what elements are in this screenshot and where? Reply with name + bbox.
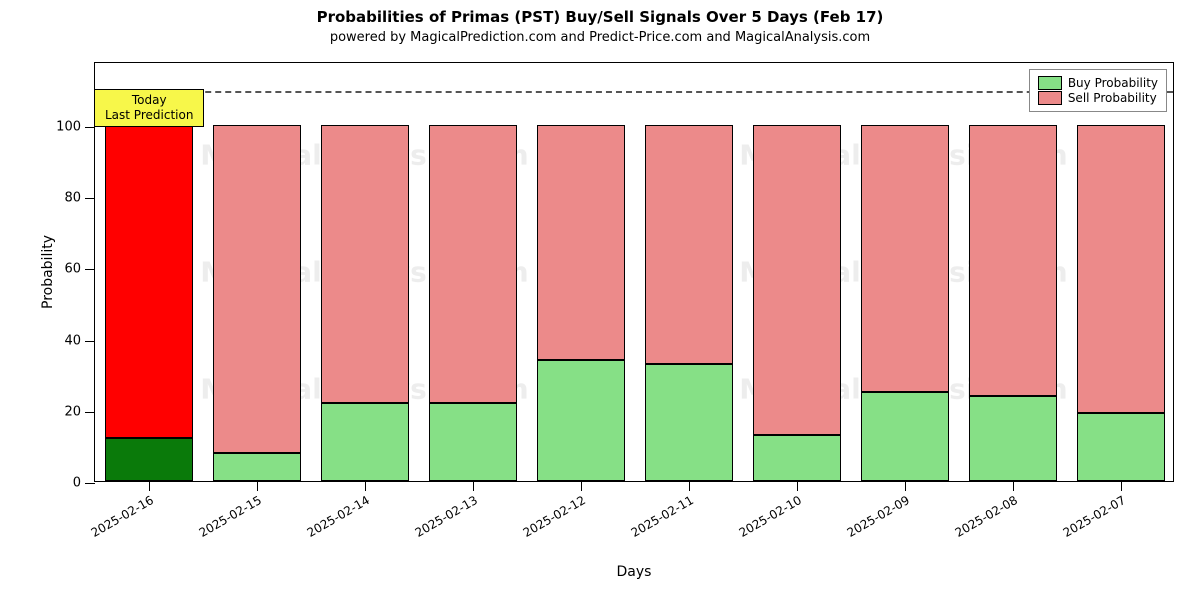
y-tick-label: 80: [64, 191, 81, 206]
x-tick: [1013, 481, 1014, 491]
x-axis-label: Days: [617, 564, 652, 580]
buy-bar-segment: [213, 453, 302, 481]
legend-label: Sell Probability: [1068, 91, 1157, 105]
chart-subtitle: powered by MagicalPrediction.com and Pre…: [10, 30, 1190, 45]
sell-bar-segment: [969, 125, 1058, 396]
x-tick: [797, 481, 798, 491]
x-tick: [473, 481, 474, 491]
sell-bar-segment: [105, 125, 194, 438]
x-tick: [689, 481, 690, 491]
sell-bar-segment: [537, 125, 626, 360]
chart-title: Probabilities of Primas (PST) Buy/Sell S…: [10, 8, 1190, 26]
legend-item: Buy Probability: [1038, 76, 1158, 90]
x-tick-label: 2025-02-07: [1061, 493, 1128, 540]
y-tick: [85, 341, 95, 342]
today-annotation: TodayLast Prediction: [94, 89, 204, 127]
y-tick-label: 100: [56, 120, 81, 135]
bar-group: [753, 125, 842, 481]
sell-bar-segment: [1077, 125, 1166, 413]
y-tick: [85, 269, 95, 270]
legend-item: Sell Probability: [1038, 91, 1158, 105]
y-tick-label: 0: [73, 476, 81, 491]
x-tick-label: 2025-02-08: [953, 493, 1020, 540]
y-tick-label: 60: [64, 262, 81, 277]
x-tick-label: 2025-02-12: [521, 493, 588, 540]
legend-swatch: [1038, 76, 1062, 90]
buy-bar-segment: [645, 364, 734, 481]
buy-bar-segment: [105, 438, 194, 481]
today-annotation-line2: Last Prediction: [105, 108, 193, 123]
x-tick-label: 2025-02-13: [413, 493, 480, 540]
legend-swatch: [1038, 91, 1062, 105]
sell-bar-segment: [753, 125, 842, 435]
y-tick: [85, 412, 95, 413]
sell-bar-segment: [429, 125, 518, 403]
x-tick: [257, 481, 258, 491]
bar-group: [321, 125, 410, 481]
bar-group: [969, 125, 1058, 481]
sell-bar-segment: [321, 125, 410, 403]
bar-group: [105, 125, 194, 481]
bar-group: [645, 125, 734, 481]
x-tick: [1121, 481, 1122, 491]
legend: Buy ProbabilitySell Probability: [1029, 69, 1167, 112]
sell-bar-segment: [861, 125, 950, 392]
buy-bar-segment: [753, 435, 842, 481]
x-tick-label: 2025-02-16: [89, 493, 156, 540]
plot-area: MagicalAnalysis.comMagicalAnalysis.comMa…: [94, 62, 1174, 482]
buy-bar-segment: [861, 392, 950, 481]
sell-bar-segment: [645, 125, 734, 363]
x-tick: [149, 481, 150, 491]
x-tick: [905, 481, 906, 491]
buy-bar-segment: [321, 403, 410, 481]
buy-bar-segment: [429, 403, 518, 481]
bar-group: [429, 125, 518, 481]
today-annotation-line1: Today: [105, 93, 193, 108]
y-tick-label: 20: [64, 404, 81, 419]
bar-group: [537, 125, 626, 481]
x-tick-label: 2025-02-14: [305, 493, 372, 540]
x-tick-label: 2025-02-15: [197, 493, 264, 540]
bar-group: [861, 125, 950, 481]
x-tick: [581, 481, 582, 491]
y-axis-label: Probability: [40, 235, 56, 309]
bar-group: [1077, 125, 1166, 481]
legend-label: Buy Probability: [1068, 76, 1158, 90]
buy-bar-segment: [1077, 413, 1166, 481]
y-tick: [85, 198, 95, 199]
sell-bar-segment: [213, 125, 302, 452]
x-tick-label: 2025-02-09: [845, 493, 912, 540]
y-tick-label: 40: [64, 333, 81, 348]
x-tick-label: 2025-02-10: [737, 493, 804, 540]
chart-container: Probabilities of Primas (PST) Buy/Sell S…: [10, 8, 1190, 593]
bar-group: [213, 125, 302, 481]
buy-bar-segment: [969, 396, 1058, 481]
x-tick: [365, 481, 366, 491]
x-tick-label: 2025-02-11: [629, 493, 696, 540]
y-tick: [85, 483, 95, 484]
reference-line: [95, 91, 1173, 93]
buy-bar-segment: [537, 360, 626, 481]
